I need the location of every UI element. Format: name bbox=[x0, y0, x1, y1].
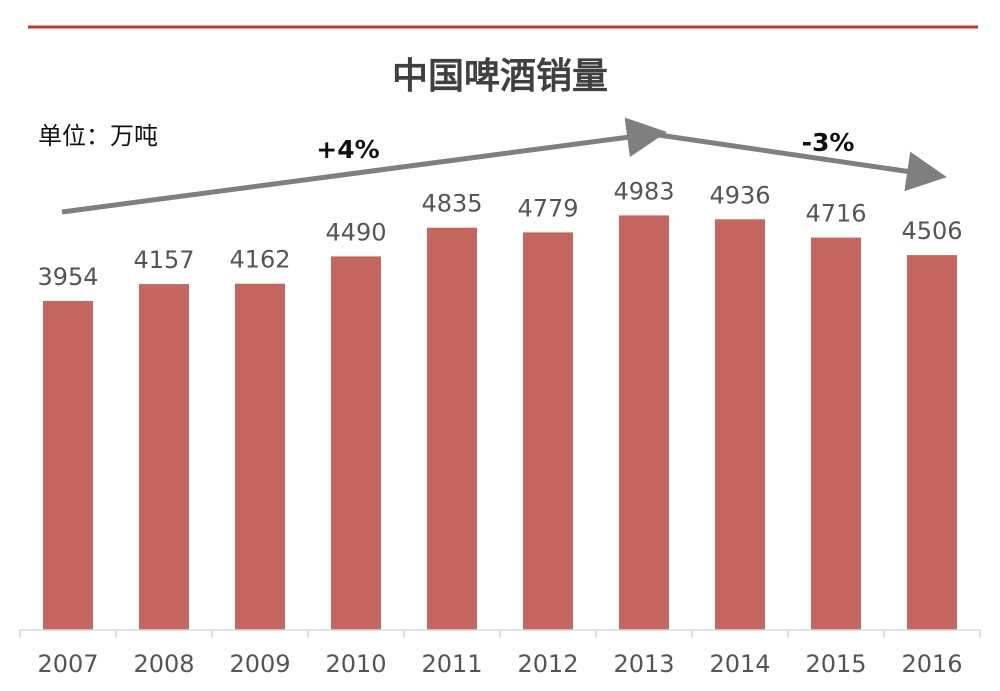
bar-2011 bbox=[427, 227, 477, 630]
tick-label-2012: 2012 bbox=[517, 650, 578, 678]
arrow-down-trend bbox=[651, 131, 947, 192]
bar-2009 bbox=[235, 283, 285, 630]
chart-title: 中国啤酒销量 bbox=[392, 56, 608, 97]
value-label-2014: 4936 bbox=[709, 181, 770, 209]
tick-label-2014: 2014 bbox=[709, 650, 770, 678]
bar-2010 bbox=[331, 256, 381, 630]
value-label-2015: 4716 bbox=[805, 200, 866, 228]
value-label-2012: 4779 bbox=[517, 194, 578, 222]
bars bbox=[43, 215, 957, 631]
value-label-2013: 4983 bbox=[613, 177, 674, 205]
bar-2008 bbox=[139, 284, 189, 630]
tick-label-2013: 2013 bbox=[613, 650, 674, 678]
bar-2014 bbox=[715, 219, 765, 631]
x-axis: 2007 2008 2009 2010 2011 2012 2013 2014 2015 2016 bbox=[19, 629, 981, 678]
bar-2015 bbox=[811, 237, 861, 630]
value-label-2007: 3954 bbox=[37, 263, 98, 291]
value-label-2011: 4835 bbox=[421, 190, 482, 218]
tick-label-2009: 2009 bbox=[229, 650, 290, 678]
tick-label-2007: 2007 bbox=[37, 650, 98, 678]
value-label-2010: 4490 bbox=[325, 218, 386, 246]
bar-2016 bbox=[907, 255, 957, 630]
tick-label-2010: 2010 bbox=[325, 650, 386, 678]
trend-arrows: +4% -3% bbox=[61, 117, 947, 215]
unit-label: 单位：万吨 bbox=[38, 122, 158, 150]
value-label-2016: 4506 bbox=[901, 217, 962, 245]
growth-label-up: +4% bbox=[316, 135, 379, 164]
growth-label-down: -3% bbox=[802, 128, 855, 157]
tick-label-2016: 2016 bbox=[901, 650, 962, 678]
tick-label-2008: 2008 bbox=[133, 650, 194, 678]
arrow-up-trend bbox=[61, 117, 667, 215]
value-label-2008: 4157 bbox=[133, 246, 194, 274]
tick-label-2011: 2011 bbox=[421, 650, 482, 678]
tick-label-2015: 2015 bbox=[805, 650, 866, 678]
value-labels: 3954 4157 4162 4490 4835 4779 4983 4936 4716 4506 bbox=[37, 177, 962, 291]
value-label-2009: 4162 bbox=[229, 246, 290, 274]
bar-2012 bbox=[523, 232, 573, 630]
bar-2013 bbox=[619, 215, 669, 630]
bar-2007 bbox=[43, 301, 93, 630]
